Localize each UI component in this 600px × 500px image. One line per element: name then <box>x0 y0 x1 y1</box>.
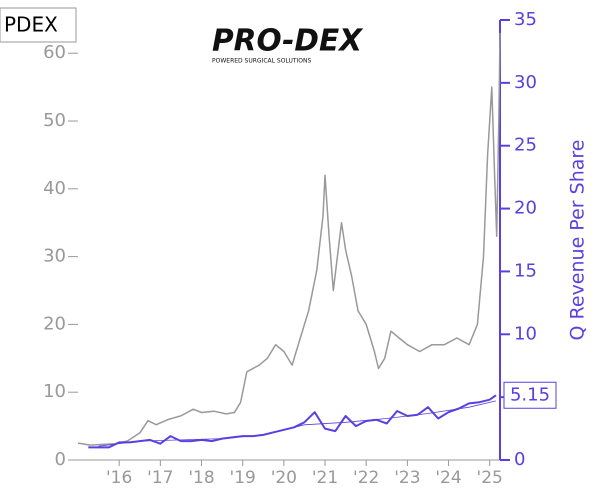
x-tick-label: '16 <box>106 468 132 488</box>
y-tick-label: 10 <box>43 381 66 402</box>
x-tick-label: '17 <box>147 468 173 488</box>
y2-axis-label: Q Revenue Per Share <box>567 140 589 341</box>
x-tick-label: '23 <box>394 468 420 488</box>
series-line <box>77 32 501 446</box>
y-tick-label: 0 <box>55 449 66 470</box>
ticker-box <box>0 7 77 43</box>
y-tick-label: 60 <box>43 42 66 63</box>
y2-tick-label: 25 <box>514 135 537 156</box>
logo-tagline: POWERED SURGICAL SOLUTIONS <box>212 58 311 65</box>
logo-text: PRO-DEX <box>212 24 364 59</box>
y2-tick-label: 15 <box>514 260 537 281</box>
x-tick-label: '19 <box>230 468 256 488</box>
y2-tick-label: 35 <box>514 9 537 30</box>
x-tick-label: '21 <box>312 468 338 488</box>
x-tick-label: '18 <box>188 468 214 488</box>
y-tick-label: 20 <box>43 313 66 334</box>
ticker: PDEX <box>4 13 58 37</box>
last-value-label: 5.15 <box>510 384 550 405</box>
y-tick-label: 40 <box>43 178 66 199</box>
y2-tick-label: 30 <box>514 72 537 93</box>
series-line <box>98 400 496 447</box>
x-tick-label: '24 <box>435 468 461 488</box>
y2-tick-label: 0 <box>514 449 525 470</box>
y-tick-label: 50 <box>43 110 66 131</box>
x-tick-label: '22 <box>353 468 379 488</box>
y-tick-label: 30 <box>43 246 66 267</box>
x-tick-label: '25 <box>477 468 503 488</box>
x-tick-label: '20 <box>271 468 297 488</box>
y2-tick-label: 10 <box>514 323 537 344</box>
last-value-box <box>503 381 557 409</box>
y2-tick-label: 20 <box>514 198 537 219</box>
